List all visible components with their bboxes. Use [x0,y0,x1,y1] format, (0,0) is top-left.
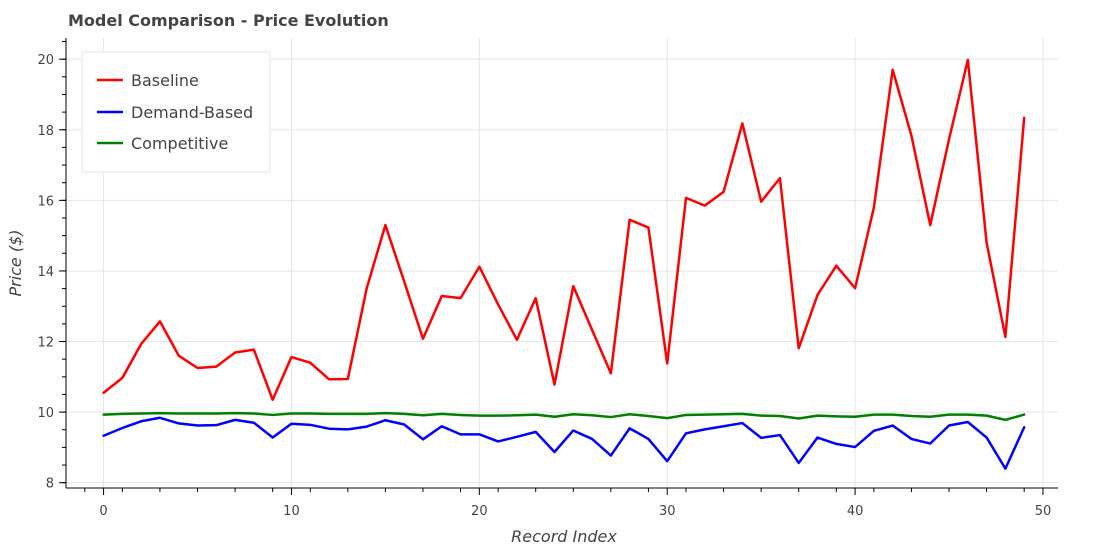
y-axis-label: Price ($) [6,229,25,296]
y-tick-label: 10 [37,406,54,421]
x-tick-label: 10 [283,504,300,519]
legend: Baseline Demand-Based Competitive [81,51,271,173]
y-tick-label: 20 [37,53,54,68]
y-tick-label: 14 [37,265,54,280]
x-tick-label: 20 [471,504,488,519]
x-tick-label: 50 [1035,504,1052,519]
y-tick-label: 18 [37,124,54,139]
x-tick-label: 30 [659,504,676,519]
series-lines [102,58,1026,470]
x-axis-label: Record Index [511,527,617,546]
x-tick-label: 0 [99,504,107,519]
y-tick-label: 8 [46,477,54,492]
legend-label-baseline: Baseline [131,71,199,90]
y-tick-label: 12 [37,336,54,351]
x-tick-label: 40 [847,504,864,519]
legend-label-demand-based: Demand-Based [131,103,253,122]
series-line-competitive [102,411,1026,422]
legend-label-competitive: Competitive [131,134,228,153]
axes: 0 10 20 30 40 50 8 10 12 14 16 18 20 [37,38,1058,519]
series-line-demand-based [102,416,1026,470]
series-line-baseline [102,58,1026,402]
y-tick-label: 16 [37,194,54,209]
chart-title: Model Comparison - Price Evolution [68,11,389,30]
